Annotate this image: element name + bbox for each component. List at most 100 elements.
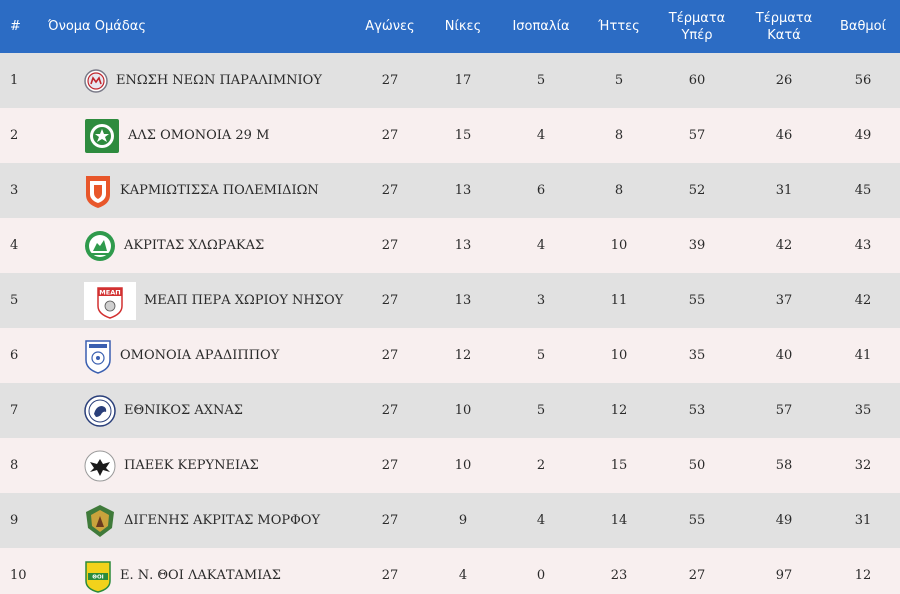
cell-team[interactable]: ΔΙΓΕΝΗΣ ΑΚΡΙΤΑΣ ΜΟΡΦΟΥ [36,493,350,548]
cell-goals-against: 46 [775,128,793,143]
table-row[interactable]: 5 ΜΕΑΠ ΜΕΑΠ ΠΕΡΑ ΧΩΡΙΟΥ ΝΗΣΟΥ 27 13 3 11… [0,273,900,328]
cell-team[interactable]: ΘΟΙ Ε. Ν. ΘΟΙ ΛΑΚΑΤΑΜΙΑΣ [36,548,350,594]
cell-position: 10 [10,568,27,583]
cell-goals-against: 26 [775,73,793,88]
cell-wins: 15 [454,128,472,143]
cell-position: 3 [10,183,19,198]
header-wins[interactable]: Νίκες [444,19,482,34]
cell-goals-against: 42 [775,238,793,253]
cell-points: 35 [854,403,872,418]
cell-goals-against: 40 [775,348,793,363]
cell-goals-for: 27 [688,568,706,583]
cell-position: 7 [10,403,19,418]
team-name[interactable]: ΔΙΓΕΝΗΣ ΑΚΡΙΤΑΣ ΜΟΡΦΟΥ [124,513,321,528]
cell-draws: 4 [536,513,546,528]
cell-losses: 10 [610,238,628,253]
table-row[interactable]: 4 ΑΚΡΙΤΑΣ ΧΛΩΡΑΚΑΣ 27 13 4 10 39 42 43 [0,218,900,273]
cell-goals-against: 49 [775,513,793,528]
header-points[interactable]: Βαθμοί [839,19,887,34]
team-name[interactable]: ΟΜΟΝΟΙΑ ΑΡΑΔΙΠΠΟΥ [120,348,280,363]
header-goals-for[interactable]: Τέρματα Υπέρ [652,0,742,53]
cell-team[interactable]: ΕΝΩΣΗ ΝΕΩΝ ΠΑΡΑΛΙΜΝΙΟΥ [36,53,350,108]
cell-played: 27 [381,183,399,198]
cell-team[interactable]: ΠΑΕΕΚ ΚΕΡΥΝΕΙΑΣ [36,438,350,493]
header-position[interactable]: # [10,19,21,34]
header-team-name[interactable]: Όνομα Ομάδας [48,19,146,34]
team-name[interactable]: ΑΛΣ ΟΜΟΝΟΙΑ 29 Μ [128,128,270,143]
cell-team[interactable]: ΟΜΟΝΟΙΑ ΑΡΑΔΙΠΠΟΥ [36,328,350,383]
cell-position: 6 [10,348,19,363]
cell-losses: 8 [614,128,624,143]
table-row[interactable]: 9 ΔΙΓΕΝΗΣ ΑΚΡΙΤΑΣ ΜΟΡΦΟΥ 27 9 4 14 55 49… [0,493,900,548]
cell-points: 42 [854,293,872,308]
cell-draws: 0 [536,568,546,583]
cell-played: 27 [381,348,399,363]
cell-goals-against: 31 [775,183,793,198]
cell-draws: 5 [536,348,546,363]
cell-draws: 6 [536,183,546,198]
header-goals-against[interactable]: Τέρματα Κατά [742,0,826,53]
cell-played: 27 [381,293,399,308]
cell-goals-for: 60 [688,73,706,88]
cell-draws: 4 [536,128,546,143]
cell-goals-against: 57 [775,403,793,418]
cell-draws: 3 [536,293,546,308]
cell-position: 9 [10,513,19,528]
cell-goals-for: 39 [688,238,706,253]
cell-team[interactable]: ΑΚΡΙΤΑΣ ΧΛΩΡΑΚΑΣ [36,218,350,273]
header-played[interactable]: Αγώνες [365,19,415,34]
cell-team[interactable]: ΕΘΝΙΚΟΣ ΑΧΝΑΣ [36,383,350,438]
cell-goals-for: 50 [688,458,706,473]
header-goals-for-line1: Τέρματα [668,10,726,26]
team-name[interactable]: Ε. Ν. ΘΟΙ ΛΑΚΑΤΑΜΙΑΣ [120,568,281,583]
cell-wins: 13 [454,183,472,198]
header-losses[interactable]: Ήττες [598,19,640,34]
cell-wins: 10 [454,403,472,418]
team-name[interactable]: ΚΑΡΜΙΩΤΙΣΣΑ ΠΟΛΕΜΙΔΙΩΝ [120,183,319,198]
table-row[interactable]: 2 ΑΛΣ ΟΜΟΝΟΙΑ 29 Μ 27 15 4 8 57 46 49 [0,108,900,163]
svg-text:ΜΕΑΠ: ΜΕΑΠ [99,288,120,296]
cell-team[interactable]: ΚΑΡΜΙΩΤΙΣΣΑ ΠΟΛΕΜΙΔΙΩΝ [36,163,350,218]
header-goals-against-line1: Τέρματα [755,10,813,26]
header-goals-against-line2: Κατά [767,27,801,43]
cell-losses: 8 [614,183,624,198]
thoi-lakatamias-crest-icon: ΘΟΙ [84,559,112,593]
cell-wins: 13 [454,293,472,308]
team-name[interactable]: ΑΚΡΙΤΑΣ ΧΛΩΡΑΚΑΣ [124,238,265,253]
cell-played: 27 [381,238,399,253]
cell-team[interactable]: ΜΕΑΠ ΜΕΑΠ ΠΕΡΑ ΧΩΡΙΟΥ ΝΗΣΟΥ [36,273,350,328]
table-row[interactable]: 1 ΕΝΩΣΗ ΝΕΩΝ ΠΑΡΑΛΙΜΝΙΟΥ 27 17 5 5 60 26… [0,53,900,108]
cell-points: 41 [854,348,872,363]
table-row[interactable]: 10 ΘΟΙ Ε. Ν. ΘΟΙ ΛΑΚΑΤΑΜΙΑΣ 27 4 0 23 27… [0,548,900,594]
cell-position: 2 [10,128,19,143]
cell-draws: 4 [536,238,546,253]
meap-crest-icon: ΜΕΑΠ [84,281,136,320]
cell-points: 32 [854,458,872,473]
omonoia-29m-crest-icon [84,118,120,154]
table-row[interactable]: 6 ΟΜΟΝΟΙΑ ΑΡΑΔΙΠΠΟΥ 27 12 5 10 35 40 41 [0,328,900,383]
header-draws[interactable]: Ισοπαλία [512,19,570,34]
cell-position: 8 [10,458,19,473]
table-row[interactable]: 3 ΚΑΡΜΙΩΤΙΣΣΑ ΠΟΛΕΜΙΔΙΩΝ 27 13 6 8 52 31… [0,163,900,218]
cell-goals-against: 97 [775,568,793,583]
cell-goals-for: 57 [688,128,706,143]
team-name[interactable]: ΜΕΑΠ ΠΕΡΑ ΧΩΡΙΟΥ ΝΗΣΟΥ [144,293,344,308]
cell-team[interactable]: ΑΛΣ ΟΜΟΝΟΙΑ 29 Μ [36,108,350,163]
table-row[interactable]: 8 ΠΑΕΕΚ ΚΕΡΥΝΕΙΑΣ 27 10 2 15 50 58 32 [0,438,900,493]
cell-goals-for: 55 [688,293,706,308]
cell-played: 27 [381,73,399,88]
cell-wins: 4 [458,568,468,583]
cell-goals-for: 55 [688,513,706,528]
header-goals-for-line2: Υπέρ [681,27,713,43]
cell-played: 27 [381,403,399,418]
ethnikos-achnas-crest-icon [84,394,116,427]
table-row[interactable]: 7 ΕΘΝΙΚΟΣ ΑΧΝΑΣ 27 10 5 12 53 57 35 [0,383,900,438]
cell-wins: 12 [454,348,472,363]
cell-wins: 10 [454,458,472,473]
team-name[interactable]: ΕΝΩΣΗ ΝΕΩΝ ΠΑΡΑΛΙΜΝΙΟΥ [116,73,322,88]
cell-played: 27 [381,568,399,583]
cell-points: 43 [854,238,872,253]
team-name[interactable]: ΠΑΕΕΚ ΚΕΡΥΝΕΙΑΣ [124,458,259,473]
cell-draws: 5 [536,403,546,418]
team-name[interactable]: ΕΘΝΙΚΟΣ ΑΧΝΑΣ [124,403,243,418]
